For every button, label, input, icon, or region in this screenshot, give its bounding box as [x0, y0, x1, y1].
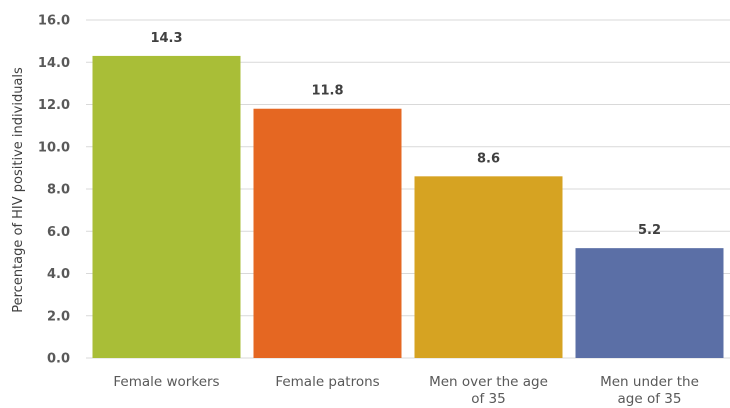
bar — [575, 248, 724, 358]
y-tick-label: 2.0 — [47, 309, 70, 324]
y-tick-label: 14.0 — [38, 56, 70, 71]
data-label: 5.2 — [638, 223, 661, 238]
y-tick-label: 4.0 — [47, 267, 70, 282]
y-tick-label: 0.0 — [47, 352, 70, 367]
x-axis-categories: Female workers Female patrons Men over the… — [113, 374, 698, 407]
x-category-label: Men under the — [600, 374, 699, 390]
y-tick-label: 8.0 — [47, 183, 70, 198]
y-tick-label: 12.0 — [38, 98, 70, 113]
x-category-label: Female workers — [113, 374, 219, 390]
data-labels: 14.3 11.8 8.6 5.2 — [150, 31, 661, 238]
bar — [253, 108, 402, 358]
x-category-label: of 35 — [471, 391, 505, 407]
y-axis-title: Percentage of HIV positive individuals — [11, 67, 26, 313]
x-category-label: Female patrons — [275, 374, 379, 390]
bars — [92, 55, 724, 358]
bar — [414, 176, 563, 358]
y-tick-label: 16.0 — [38, 14, 70, 29]
data-label: 11.8 — [311, 84, 343, 99]
y-tick-label: 10.0 — [38, 140, 70, 155]
bar — [92, 55, 241, 358]
y-tick-label: 6.0 — [47, 225, 70, 240]
data-label: 8.6 — [477, 151, 500, 166]
y-axis-ticks: 0.0 2.0 4.0 6.0 8.0 10.0 12.0 14.0 16.0 — [38, 14, 70, 367]
x-category-label: age of 35 — [618, 391, 682, 407]
data-label: 14.3 — [150, 31, 182, 46]
x-category-label: Men over the age — [429, 374, 548, 390]
